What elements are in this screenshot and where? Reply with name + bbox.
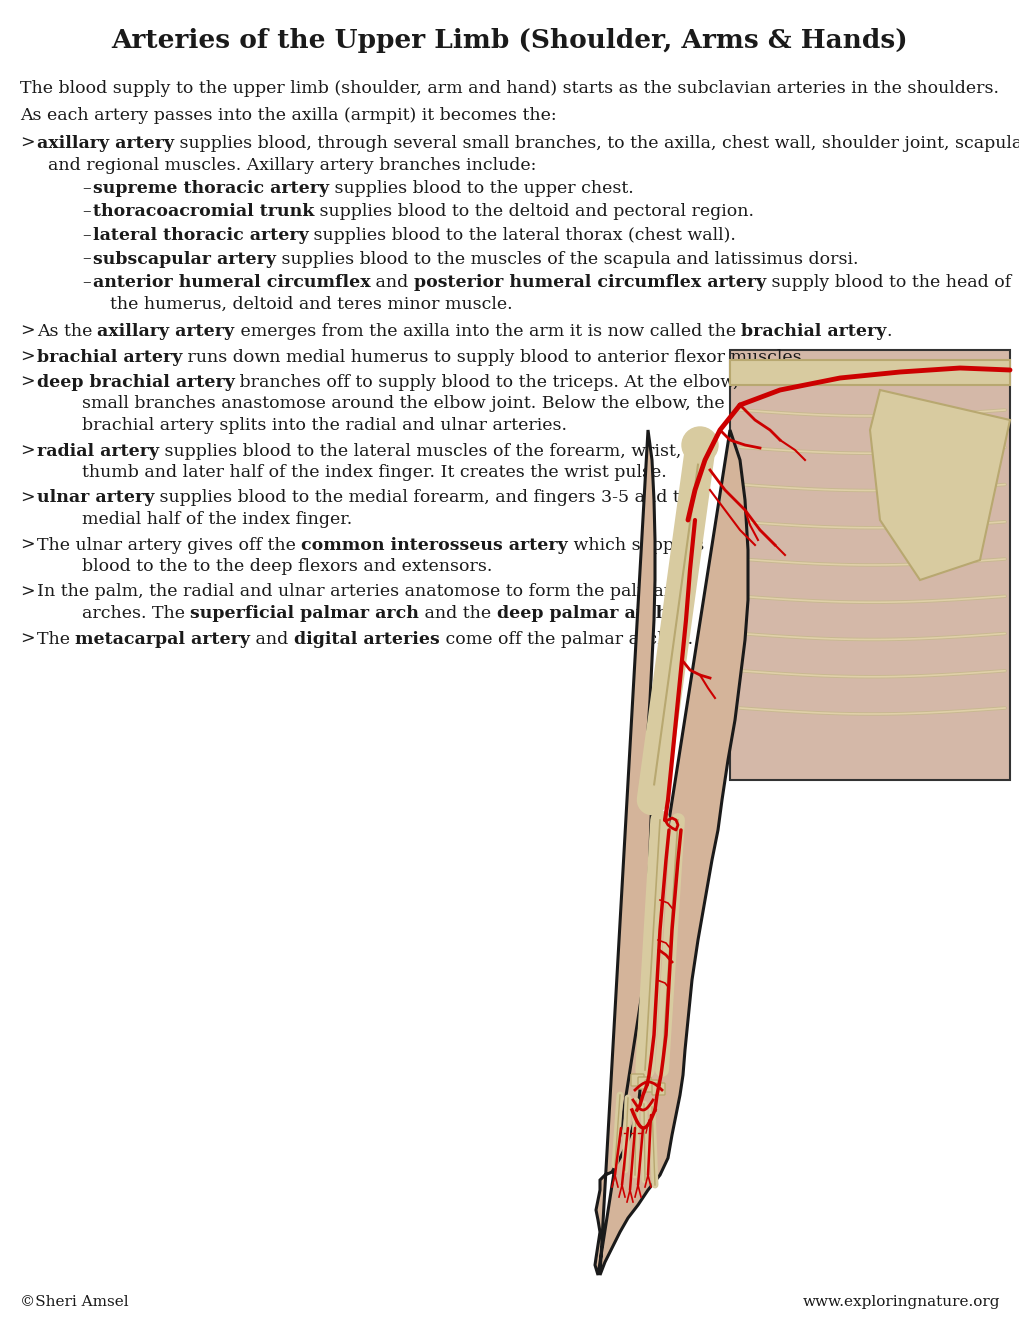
Text: runs down medial humerus to supply blood to anterior flexor muscles.: runs down medial humerus to supply blood…	[181, 348, 806, 366]
Text: supplies blood to the upper chest.: supplies blood to the upper chest.	[328, 180, 633, 197]
Text: axillary artery: axillary artery	[37, 135, 173, 152]
Text: >: >	[20, 135, 35, 152]
Text: supply blood to the head of: supply blood to the head of	[765, 275, 1011, 290]
Text: brachial artery splits into the radial and ulnar arteries.: brachial artery splits into the radial a…	[82, 417, 567, 434]
Text: –: –	[82, 275, 91, 290]
Text: The: The	[37, 631, 75, 648]
Text: posterior humeral circumflex artery: posterior humeral circumflex artery	[414, 275, 765, 290]
Polygon shape	[730, 360, 1009, 385]
Text: supplies blood to the lateral muscles of the forearm, wrist,: supplies blood to the lateral muscles of…	[159, 442, 681, 459]
Text: metacarpal artery: metacarpal artery	[75, 631, 250, 648]
Text: and the: and the	[419, 605, 496, 622]
Text: The ulnar artery gives off the: The ulnar artery gives off the	[37, 536, 301, 553]
Text: brachial artery: brachial artery	[741, 323, 886, 341]
Polygon shape	[869, 389, 1009, 579]
Text: >: >	[20, 631, 35, 648]
Text: which supplies: which supplies	[568, 536, 703, 553]
Text: axillary artery: axillary artery	[98, 323, 234, 341]
Text: supreme thoracic artery: supreme thoracic artery	[93, 180, 328, 197]
Text: deep palmar arch: deep palmar arch	[496, 605, 667, 622]
Text: >: >	[20, 536, 35, 553]
Text: blood to the to the deep flexors and extensors.: blood to the to the deep flexors and ext…	[82, 558, 492, 576]
Text: >: >	[20, 583, 35, 601]
Text: supplies blood to the lateral thorax (chest wall).: supplies blood to the lateral thorax (ch…	[308, 227, 736, 244]
Text: –: –	[82, 180, 91, 197]
Polygon shape	[594, 430, 747, 1275]
Text: radial artery: radial artery	[37, 442, 159, 459]
Circle shape	[637, 785, 665, 814]
Text: and regional muscles. Axillary artery branches include:: and regional muscles. Axillary artery br…	[48, 157, 536, 173]
Text: common interosseus artery: common interosseus artery	[301, 536, 568, 553]
Text: –: –	[82, 251, 91, 268]
Text: the humerus, deltoid and teres minor muscle.: the humerus, deltoid and teres minor mus…	[110, 296, 513, 313]
Text: subscapular artery: subscapular artery	[93, 251, 275, 268]
Text: supplies blood to the muscles of the scapula and latissimus dorsi.: supplies blood to the muscles of the sca…	[275, 251, 857, 268]
Text: >: >	[20, 323, 35, 341]
Text: supplies blood, through several small branches, to the axilla, chest wall, shoul: supplies blood, through several small br…	[173, 135, 1019, 152]
Text: The blood supply to the upper limb (shoulder, arm and hand) starts as the subcla: The blood supply to the upper limb (shou…	[20, 81, 998, 96]
Text: branches off to supply blood to the triceps. At the elbow,: branches off to supply blood to the tric…	[234, 374, 739, 391]
Text: small branches anastomose around the elbow joint. Below the elbow, the: small branches anastomose around the elb…	[82, 396, 723, 412]
Text: emerges from the axilla into the arm it is now called the: emerges from the axilla into the arm it …	[234, 323, 741, 341]
Text: anterior humeral circumflex: anterior humeral circumflex	[93, 275, 370, 290]
FancyBboxPatch shape	[730, 350, 1009, 780]
Circle shape	[682, 426, 717, 463]
FancyBboxPatch shape	[637, 1077, 650, 1089]
Text: Arteries of the Upper Limb (Shoulder, Arms & Hands): Arteries of the Upper Limb (Shoulder, Ar…	[111, 28, 908, 53]
Text: >: >	[20, 490, 35, 507]
Text: deep brachial artery: deep brachial artery	[37, 374, 234, 391]
Text: lateral thoracic artery: lateral thoracic artery	[93, 227, 308, 244]
Text: –: –	[82, 203, 91, 220]
Text: brachial artery: brachial artery	[37, 348, 181, 366]
Text: >: >	[20, 374, 35, 391]
FancyBboxPatch shape	[651, 1082, 664, 1096]
Text: thoracoacromial trunk: thoracoacromial trunk	[93, 203, 314, 220]
Text: www.exploringnature.org: www.exploringnature.org	[802, 1295, 999, 1309]
Text: supplies blood to the deltoid and pectoral region.: supplies blood to the deltoid and pector…	[314, 203, 753, 220]
Text: digital arteries: digital arteries	[293, 631, 439, 648]
Text: ulnar artery: ulnar artery	[37, 490, 154, 507]
Text: >: >	[20, 348, 35, 366]
Text: As the: As the	[37, 323, 98, 341]
Text: superficial palmar arch: superficial palmar arch	[191, 605, 419, 622]
Text: .: .	[886, 323, 892, 341]
Text: In the palm, the radial and ulnar arteries anatomose to form the palmar: In the palm, the radial and ulnar arteri…	[37, 583, 672, 601]
Text: come off the palmar arches.: come off the palmar arches.	[439, 631, 692, 648]
Text: medial half of the index finger.: medial half of the index finger.	[82, 511, 352, 528]
Text: and: and	[250, 631, 293, 648]
Text: .: .	[667, 605, 674, 622]
FancyBboxPatch shape	[644, 1080, 657, 1092]
Text: As each artery passes into the axilla (armpit) it becomes the:: As each artery passes into the axilla (a…	[20, 107, 556, 124]
Text: ©Sheri Amsel: ©Sheri Amsel	[20, 1295, 128, 1309]
Text: arches. The: arches. The	[82, 605, 191, 622]
Text: >: >	[20, 442, 35, 459]
Text: –: –	[82, 227, 91, 244]
Text: thumb and later half of the index finger. It creates the wrist pulse.: thumb and later half of the index finger…	[82, 465, 666, 480]
Text: supplies blood to the medial forearm, and fingers 3-5 and the: supplies blood to the medial forearm, an…	[154, 490, 701, 507]
FancyBboxPatch shape	[631, 1074, 643, 1086]
Text: and: and	[370, 275, 414, 290]
